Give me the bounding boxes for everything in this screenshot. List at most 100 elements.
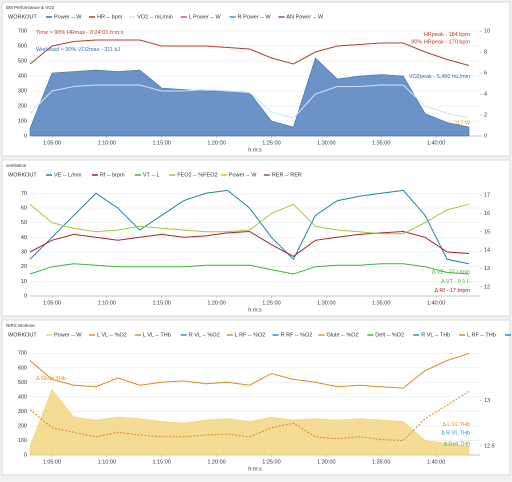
legend-label: L Power -- W bbox=[189, 14, 222, 20]
legend-label: HR -- bpm bbox=[97, 14, 123, 20]
x-tick-label: 1:15:00 bbox=[153, 459, 171, 465]
y2-tick-label: 13 bbox=[484, 398, 490, 404]
y-tick-label: 40 bbox=[21, 235, 27, 241]
y2-tick-label: 8 bbox=[484, 50, 487, 56]
legend-label: Delt -- %O2 bbox=[375, 332, 404, 338]
legend-label: Rf -- brpm bbox=[100, 172, 125, 178]
x-tick-label: 1:15:00 bbox=[153, 300, 171, 306]
y-tick-label: 100 bbox=[18, 118, 27, 124]
annotation: Δ Glute THb bbox=[36, 376, 66, 382]
legend-label: L RF -- THb bbox=[467, 332, 496, 338]
y2-tick-label: 4 bbox=[484, 92, 487, 98]
x-tick-label: 1:40:00 bbox=[427, 459, 445, 465]
annotation: Δ L VL THb bbox=[442, 422, 470, 428]
x-tick-label: 1:30:00 bbox=[317, 300, 335, 306]
legend-label: R VL -- %O2 bbox=[189, 332, 220, 338]
y2-tick-label: 10 bbox=[484, 29, 490, 35]
x-tick-label: 1:30:00 bbox=[317, 459, 335, 465]
line bbox=[29, 390, 470, 442]
legend-title: WORKOUT bbox=[8, 172, 37, 178]
annotation: Δ VE - 27 L/min bbox=[432, 269, 470, 275]
x-tick-label: 1:10:00 bbox=[98, 459, 116, 465]
line bbox=[29, 230, 470, 257]
y2-tick-label: 13 bbox=[484, 266, 490, 272]
y-tick-label: 300 bbox=[18, 409, 27, 415]
annotation: Δ Rf - 17 brpm bbox=[435, 288, 471, 294]
y2-tick-label: 12.5 bbox=[484, 443, 495, 449]
x-tick-label: 1:10:00 bbox=[98, 300, 116, 306]
line bbox=[29, 203, 470, 235]
line bbox=[29, 39, 470, 66]
legend-label: Power -- W bbox=[54, 332, 82, 338]
x-tick-label: 1:25:00 bbox=[262, 140, 280, 146]
y2-tick-label: 12 bbox=[484, 284, 490, 290]
legend-label: Power -- W bbox=[229, 172, 257, 178]
line bbox=[29, 189, 470, 265]
y-tick-label: 20 bbox=[21, 264, 27, 270]
y2-tick-label: 6 bbox=[484, 71, 487, 77]
y-tick-label: 10 bbox=[21, 279, 27, 285]
legend-title: WORKOUT bbox=[8, 14, 37, 20]
line bbox=[29, 263, 470, 275]
y-tick-label: 400 bbox=[18, 394, 27, 400]
y-tick-label: 70 bbox=[21, 191, 27, 197]
annotation: VO2peak - 5,480 mL/min bbox=[409, 74, 470, 80]
y2-tick-label: 15 bbox=[484, 229, 490, 235]
y-tick-label: 600 bbox=[18, 365, 27, 371]
legend-label: L RF -- %O2 bbox=[235, 332, 266, 338]
annotation: Δ R VL THb bbox=[441, 431, 470, 437]
x-tick-label: 1:15:00 bbox=[153, 140, 171, 146]
legend-title: WORKOUT bbox=[8, 332, 37, 338]
x-tick-label: 1:05:00 bbox=[43, 459, 61, 465]
y2-tick-label: 17 bbox=[484, 193, 490, 199]
x-tick-label: 1:20:00 bbox=[207, 459, 225, 465]
legend-label: L VL -- THb bbox=[143, 332, 171, 338]
y-tick-label: 60 bbox=[21, 205, 27, 211]
annotation: 90% HRpeak - 170 bpm bbox=[411, 39, 470, 45]
line bbox=[29, 352, 470, 389]
y-tick-label: 200 bbox=[18, 103, 27, 109]
annotation: Δ VT - 0.1 L bbox=[441, 279, 470, 285]
area bbox=[29, 389, 470, 456]
legend-label: R RF -- %O2 bbox=[281, 332, 313, 338]
x-axis-label: h:m:s bbox=[248, 307, 262, 313]
panel-title: NIRS Workout bbox=[6, 323, 35, 328]
x-tick-label: 1:40:00 bbox=[427, 300, 445, 306]
x-tick-label: 1:35:00 bbox=[372, 300, 390, 306]
legend-label: VO2 -- mL/min bbox=[137, 14, 173, 20]
y2-tick-label: 16 bbox=[484, 211, 490, 217]
legend-label: AN Power -- W bbox=[286, 14, 323, 20]
x-tick-label: 1:05:00 bbox=[43, 300, 61, 306]
legend-label: RER -- RER bbox=[272, 172, 302, 178]
x-axis-label: h:m:s bbox=[248, 147, 262, 153]
legend-label: VE -- L/min bbox=[54, 172, 82, 178]
y-tick-label: 50 bbox=[21, 220, 27, 226]
y-tick-label: 500 bbox=[18, 380, 27, 386]
y-tick-label: 500 bbox=[18, 58, 27, 64]
panel-title: ventilation bbox=[6, 163, 27, 168]
annotation: Workload > 90% VO2max - 311 kJ bbox=[36, 47, 120, 53]
y-tick-label: 700 bbox=[18, 351, 27, 357]
area bbox=[29, 57, 470, 137]
x-tick-label: 1:35:00 bbox=[372, 459, 390, 465]
y-tick-label: 0 bbox=[24, 133, 27, 139]
legend-label: R VL -- THb bbox=[421, 332, 450, 338]
legend-label: FEO2 -- %FEO2 bbox=[177, 172, 217, 178]
x-tick-label: 1:35:00 bbox=[372, 140, 390, 146]
y-tick-label: 30 bbox=[21, 249, 27, 255]
panel-title: BM Performance & VO2 bbox=[6, 5, 55, 10]
x-tick-label: 1:25:00 bbox=[262, 300, 280, 306]
y-tick-label: 100 bbox=[18, 438, 27, 444]
y2-tick-label: 0 bbox=[484, 133, 487, 139]
legend-label: Glute -- %O2 bbox=[327, 332, 359, 338]
x-tick-label: 1:30:00 bbox=[317, 140, 335, 146]
y-tick-label: 700 bbox=[18, 28, 27, 34]
x-tick-label: 1:25:00 bbox=[262, 459, 280, 465]
legend-label: R Power -- W bbox=[238, 14, 272, 20]
x-tick-label: 1:20:00 bbox=[207, 140, 225, 146]
y-tick-label: 300 bbox=[18, 88, 27, 94]
x-axis-label: h:m:s bbox=[248, 466, 262, 472]
x-tick-label: 1:10:00 bbox=[98, 140, 116, 146]
